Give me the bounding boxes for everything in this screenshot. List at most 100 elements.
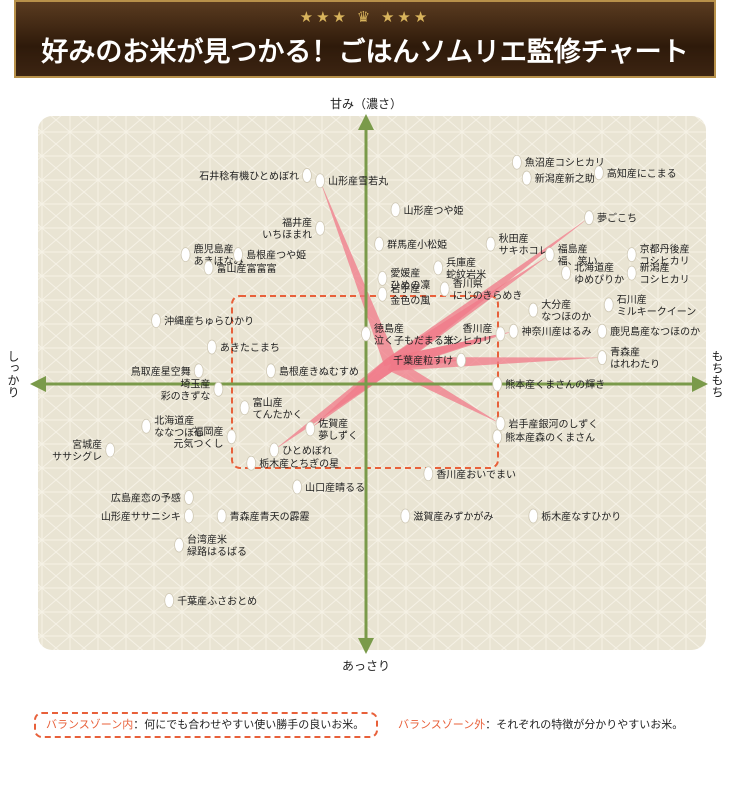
rice-point: 埼玉産彩のきずな bbox=[161, 377, 224, 402]
rice-grain-icon bbox=[180, 247, 191, 263]
rice-grain-icon bbox=[361, 326, 371, 342]
rice-grain-icon bbox=[528, 508, 539, 524]
rice-grain-icon bbox=[377, 270, 388, 286]
rice-grain-icon bbox=[164, 593, 175, 608]
legend-outside-key: バランスゾーン外 bbox=[398, 718, 486, 731]
rice-grain-icon bbox=[521, 170, 532, 186]
rice-point: 高知産にこまる bbox=[593, 165, 677, 181]
rice-grain-icon bbox=[315, 220, 325, 236]
rice-point: 香川県にじのきらめき bbox=[439, 278, 523, 302]
rice-point: 福島産福、笑い bbox=[544, 243, 598, 268]
rice-grain-icon bbox=[400, 508, 411, 524]
rice-grain-icon bbox=[544, 247, 555, 263]
rice-grain-icon bbox=[213, 381, 224, 397]
point-label: 岩手産金色の風 bbox=[390, 282, 430, 307]
point-label: 北海道産ななつぼし bbox=[154, 414, 204, 439]
rice-point: 京都丹後産コシヒカリ bbox=[626, 243, 690, 268]
rice-point: 北海道産ゆめぴりか bbox=[561, 261, 624, 286]
rice-point: 島根産つや姫 bbox=[233, 247, 306, 263]
y-axis-bottom-label: あっさり bbox=[342, 659, 390, 673]
legend-inside-text: ：何にでも合わせやすい使い勝手の良いお米。 bbox=[133, 718, 365, 731]
point-label: 青森産青天の霹靂 bbox=[230, 510, 310, 523]
x-axis-left-label: しっかり bbox=[6, 350, 20, 398]
point-label: 千葉産ふさおとめ bbox=[177, 594, 257, 607]
rice-grain-icon bbox=[597, 350, 608, 366]
rice-chart: 石井稔有機ひとめぼれ 山形産雪若丸山形産つや姫福井産いちほまれ群馬産小松姫鹿児島産… bbox=[30, 97, 708, 673]
point-label: 沖縄産ちゅらひかり bbox=[164, 315, 254, 328]
ray bbox=[320, 180, 398, 367]
chart-title: 好みのお米が見つかる！ごはんソムリエ監修チャート bbox=[41, 37, 689, 68]
rice-point: 群馬産小松姫 bbox=[374, 236, 447, 252]
rice-point: 熊本産くまさんの輝き bbox=[492, 376, 605, 392]
rice-point: 大分産なつほのか bbox=[528, 298, 591, 323]
rice-grain-icon bbox=[183, 508, 194, 524]
rice-grain-icon bbox=[603, 297, 614, 313]
point-label: 徳島産泣く子もだまる米 bbox=[374, 322, 454, 347]
point-label: 香川産おいでまい bbox=[436, 468, 516, 481]
ray bbox=[387, 357, 501, 424]
rice-grain-icon bbox=[495, 416, 506, 432]
rice-point: 滋賀産みずかがみ bbox=[400, 508, 493, 524]
header-banner: ★★★ ♛ ★★★ 好みのお米が見つかる！ごはんソムリエ監修チャート bbox=[14, 0, 716, 78]
rice-grain-icon bbox=[239, 400, 250, 416]
rice-point: 千葉産ふさおとめ bbox=[164, 593, 257, 608]
rice-grain-icon bbox=[561, 265, 571, 281]
rice-point: 新潟産コシヒカリ bbox=[626, 261, 690, 286]
point-label: 広島産恋の予感 bbox=[111, 492, 181, 505]
point-label: 神奈川産はるみ bbox=[522, 325, 592, 338]
legend-inside-key: バランスゾーン内 bbox=[46, 718, 134, 731]
rice-grain-icon bbox=[492, 429, 503, 445]
rice-grain-icon bbox=[203, 260, 214, 276]
legend-balance-outside: バランスゾーン外：それぞれの特徴が分かりやすいお米。 bbox=[398, 712, 683, 738]
rice-point: 岩手産銀河のしずく bbox=[495, 416, 598, 432]
rice-point: 山口産晴るる bbox=[292, 479, 365, 495]
point-label: 島根産きぬむすめ bbox=[279, 365, 359, 378]
rice-point: 青森産青天の霹靂 bbox=[216, 508, 310, 524]
rice-grain-icon bbox=[390, 202, 401, 218]
rice-grain-icon bbox=[508, 323, 519, 339]
crown-stars-decoration: ★★★ ♛ ★★★ bbox=[299, 8, 431, 26]
rice-point: 神奈川産はるみ bbox=[508, 323, 592, 339]
rice-grain-icon bbox=[246, 455, 257, 471]
point-label: 新潟産コシヒカリ bbox=[640, 261, 690, 286]
point-label: 鹿児島産なつほのか bbox=[610, 325, 700, 338]
rice-point: 千葉産粒すけ bbox=[393, 352, 467, 368]
rice-point: 福岡産元気つくし bbox=[174, 425, 237, 450]
rice-point: 富山産てんたかく bbox=[239, 396, 303, 421]
point-label: 兵庫産蛇紋岩米 bbox=[446, 256, 486, 281]
rice-grain-icon bbox=[305, 421, 316, 437]
rice-grain-icon bbox=[495, 326, 506, 342]
point-label: 香川県にじのきらめき bbox=[453, 278, 523, 302]
point-label: 北海道産ゆめぴりか bbox=[574, 261, 624, 286]
x-axis-right-label: もちもち bbox=[710, 350, 724, 398]
point-label: 福岡産元気つくし bbox=[174, 425, 224, 450]
point-label: 大分産なつほのか bbox=[541, 298, 591, 323]
point-label: 山形産ササニシキ bbox=[101, 510, 181, 523]
rice-grain-icon bbox=[174, 537, 184, 553]
rice-point: 愛媛産ひめの凜 bbox=[377, 266, 430, 291]
rice-point: 山形産ササニシキ bbox=[101, 508, 194, 524]
point-label: 岩手産銀河のしずく bbox=[508, 418, 598, 431]
points-group: 石井稔有機ひとめぼれ 山形産雪若丸山形産つや姫福井産いちほまれ群馬産小松姫鹿児島産… bbox=[52, 154, 700, 608]
rice-grain-icon bbox=[183, 490, 194, 505]
rice-point: 台湾産米緑路はるばる bbox=[174, 533, 247, 558]
point-label: 栃木産とちぎの星 bbox=[259, 457, 339, 470]
rice-point: 徳島産泣く子もだまる米 bbox=[361, 322, 454, 347]
rice-point: 秋田産サキホコレ bbox=[485, 232, 549, 257]
rice-point: 山形産雪若丸 bbox=[315, 173, 388, 189]
y-axis-top-arrow bbox=[358, 114, 374, 130]
rice-grain-icon bbox=[233, 247, 243, 263]
point-label: 京都丹後産コシヒカリ bbox=[640, 243, 690, 268]
point-label: 埼玉産彩のきずな bbox=[161, 377, 211, 402]
rice-point: 石井稔有機ひとめぼれ bbox=[199, 168, 312, 183]
rice-point: 香川産コシヒカリ bbox=[442, 322, 506, 347]
rice-grain-icon bbox=[423, 466, 434, 482]
rice-point: 山形産つや姫 bbox=[390, 202, 464, 218]
rice-point: 宮城産ササシグレ bbox=[52, 438, 116, 463]
rice-point: 広島産恋の予感 bbox=[111, 490, 194, 505]
point-label: 山形産雪若丸 bbox=[328, 175, 388, 188]
rice-grain-icon bbox=[265, 363, 276, 379]
point-label: 山口産晴るる bbox=[305, 481, 365, 494]
rice-grain-icon bbox=[269, 442, 280, 458]
rice-grain-icon bbox=[141, 418, 152, 434]
